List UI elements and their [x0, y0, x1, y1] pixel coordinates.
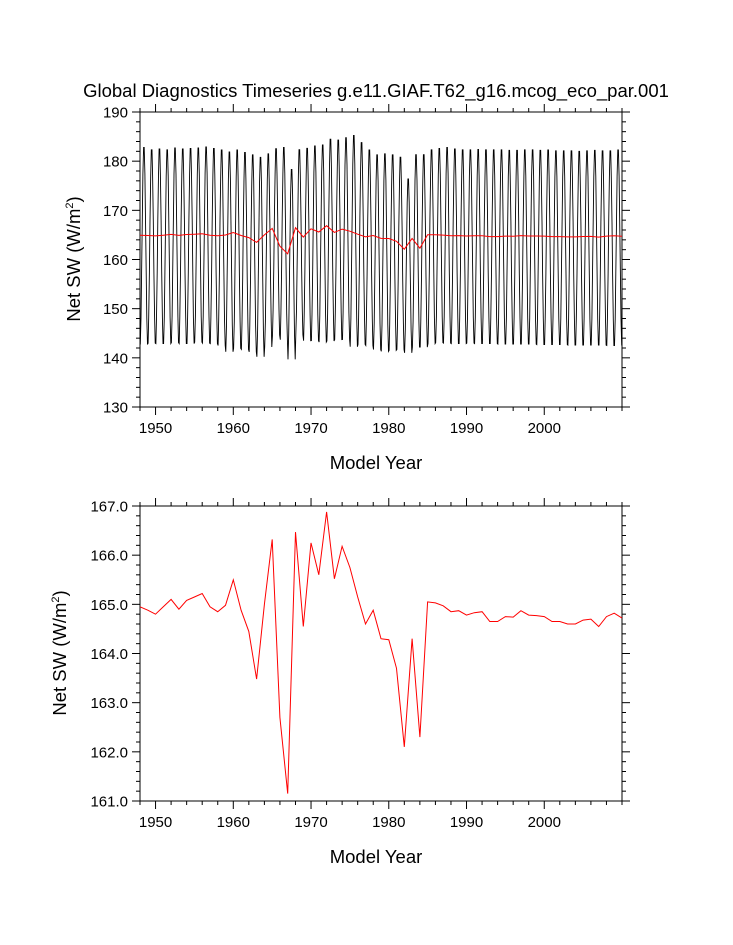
- x-tick-label: 1990: [450, 420, 483, 437]
- x-tick-label: 1980: [372, 814, 405, 831]
- y-tick-label: 165.0: [90, 597, 128, 614]
- monthly-series-line: [139, 134, 623, 360]
- series-group: [139, 511, 623, 794]
- y-axis-label: Net SW (W/m2): [63, 196, 84, 321]
- monthly-and-annual-panel: 130 140 150 160 170 180 190 1950 1960 1970 1980 199…: [63, 104, 630, 473]
- y-tick-label: 160: [103, 252, 128, 269]
- series-group: [139, 134, 623, 360]
- annual-mean-panel: 161.0 162.0 163.0 164.0 165.0 166.0 167.0 1950 1…: [49, 498, 630, 867]
- x-tick-label: 1970: [294, 814, 327, 831]
- y-tick-label: 166.0: [90, 548, 128, 565]
- y-tick-label: 167.0: [90, 499, 128, 516]
- x-tick-label: 1960: [217, 814, 250, 831]
- x-axis-label: Model Year: [330, 452, 423, 473]
- annual-mean-line: [139, 225, 623, 255]
- x-tick-label: 1960: [217, 420, 250, 437]
- y-tick-label: 180: [103, 154, 128, 171]
- plot-frame: [139, 505, 623, 802]
- y-tick-label: 163.0: [90, 695, 128, 712]
- x-tick-label: 1950: [139, 420, 172, 437]
- x-tick-label: 1980: [372, 420, 405, 437]
- x-tick-label: 2000: [528, 420, 561, 437]
- y-tick-label: 161.0: [90, 794, 128, 811]
- y-tick-label: 170: [103, 203, 128, 220]
- tick-group: 130 140 150 160 170 180 190 1950 1960 1970 1980 199…: [103, 104, 630, 437]
- x-tick-label: 1990: [450, 814, 483, 831]
- y-tick-label: 164.0: [90, 646, 128, 663]
- x-tick-label: 1970: [294, 420, 327, 437]
- chart-title: Global Diagnostics Timeseries g.e11.GIAF…: [83, 80, 669, 102]
- annual-mean-line: [139, 511, 623, 794]
- y-tick-label: 130: [103, 400, 128, 417]
- y-tick-label: 140: [103, 350, 128, 367]
- x-tick-label: 1950: [139, 814, 172, 831]
- tick-group: 161.0 162.0 163.0 164.0 165.0 166.0 167.0 1950 1…: [90, 498, 630, 831]
- y-tick-label: 162.0: [90, 744, 128, 761]
- plot-frame: [139, 111, 623, 408]
- y-tick-label: 190: [103, 105, 128, 122]
- x-tick-label: 2000: [528, 814, 561, 831]
- y-axis-label: Net SW (W/m2): [49, 590, 70, 715]
- y-tick-label: 150: [103, 301, 128, 318]
- x-axis-label: Model Year: [330, 846, 423, 867]
